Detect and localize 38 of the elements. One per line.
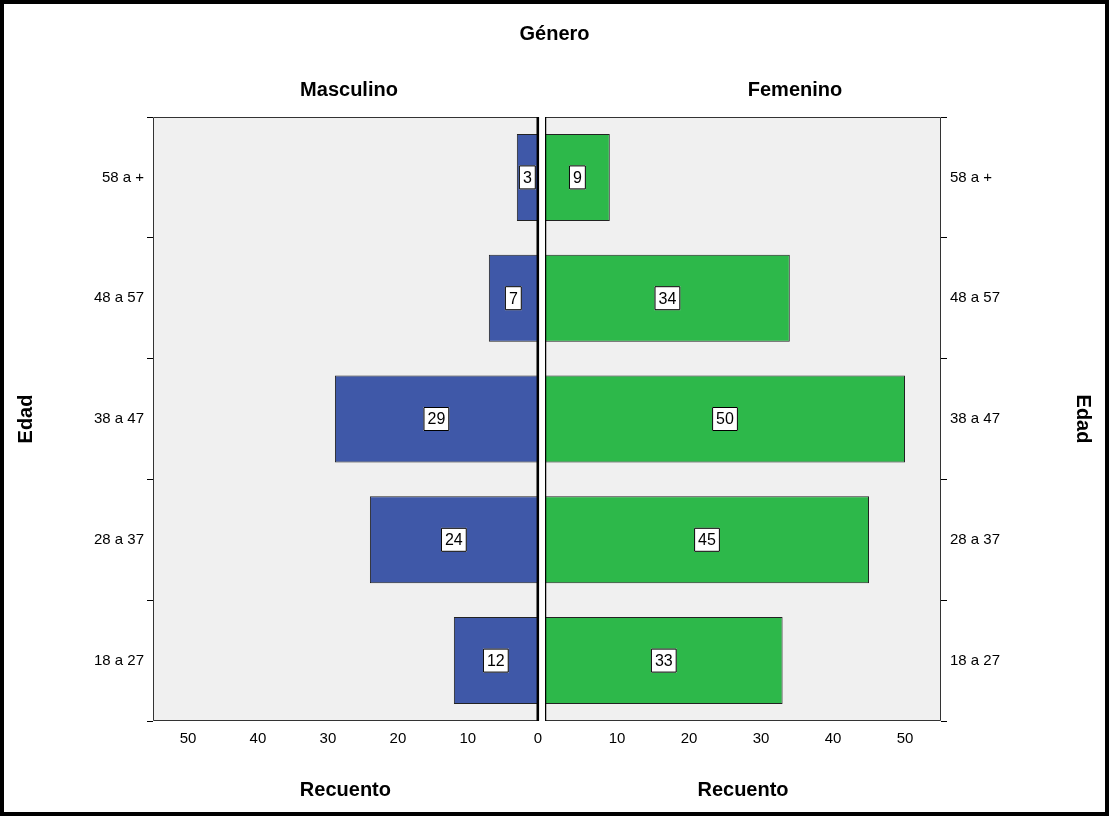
y-tick-label: 58 a + <box>950 167 993 185</box>
x-tick-label: 50 <box>179 729 197 747</box>
x-tick-label: 20 <box>389 729 407 747</box>
y-tick-label: 18 a 27 <box>93 650 144 668</box>
y-tick-label: 18 a 27 <box>950 650 1001 668</box>
data-label: 50 <box>716 410 734 428</box>
data-label: 45 <box>698 531 716 549</box>
data-label: 33 <box>654 652 673 670</box>
x-tick-label: 40 <box>824 729 842 747</box>
x-tick-label: 40 <box>249 729 267 747</box>
y-tick-label: 28 a 37 <box>93 529 144 547</box>
data-label: 9 <box>572 168 582 186</box>
y-tick-label: 28 a 37 <box>950 529 1001 547</box>
x-axis-title: Recuento <box>697 777 789 800</box>
y-axis-title: Edad <box>13 394 36 444</box>
x-tick-label: 50 <box>896 729 914 747</box>
data-label: 3 <box>522 168 532 186</box>
data-label: 7 <box>508 289 518 307</box>
y-tick-label: 48 a 57 <box>950 288 1001 306</box>
y-tick-label: 58 a + <box>101 167 145 185</box>
y-axis-title: Edad <box>1073 394 1096 444</box>
y-tick-label: 48 a 57 <box>93 288 144 306</box>
x-tick-label: 10 <box>459 729 477 747</box>
x-tick-label: 30 <box>752 729 770 747</box>
x-tick-label: 20 <box>680 729 698 747</box>
x-tick-label: 0 <box>533 729 542 747</box>
data-label: 24 <box>444 531 463 549</box>
data-label: 34 <box>658 289 677 307</box>
x-axis-title: Recuento <box>299 777 391 800</box>
x-tick-label: 30 <box>319 729 337 747</box>
chart-title: Género <box>519 22 590 45</box>
data-label: 12 <box>486 652 505 670</box>
y-tick-label: 38 a 47 <box>950 409 1001 427</box>
y-tick-label: 38 a 47 <box>93 409 144 427</box>
x-tick-label: 10 <box>608 729 626 747</box>
chart-subtitle: Femenino <box>747 78 843 101</box>
chart-subtitle: Masculino <box>300 78 398 101</box>
data-label: 29 <box>427 410 446 428</box>
